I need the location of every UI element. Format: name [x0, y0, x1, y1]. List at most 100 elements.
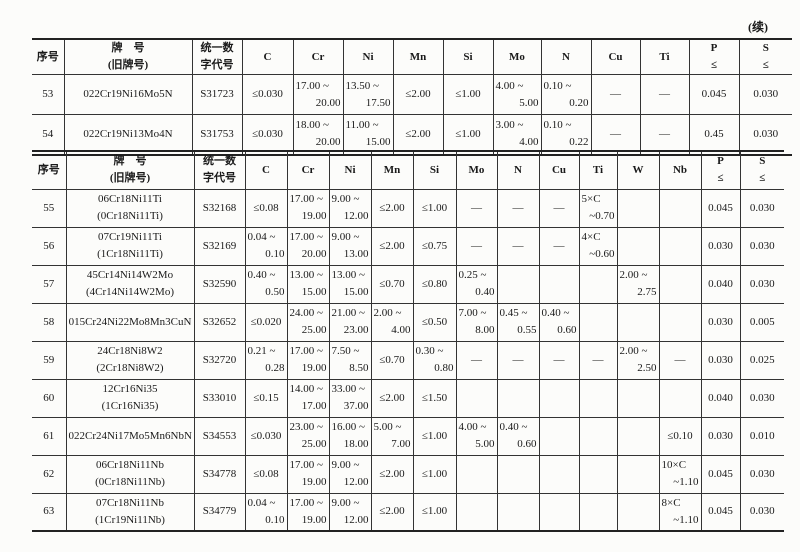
table-cell: [658, 378, 702, 418]
table-cell: 07Cr19Ni11Ti (1Cr18Ni11Ti): [65, 226, 195, 266]
cell-line: 0.04 ~: [247, 231, 276, 243]
table-cell: ≤0.030: [244, 416, 288, 456]
table-cell: 24.00 ~ 25.00: [286, 302, 330, 342]
column-header: Mn: [392, 38, 444, 75]
table-cell: 21.00 ~ 23.00: [328, 302, 372, 342]
column-header: N: [496, 150, 540, 190]
table-cell: [578, 302, 618, 342]
cell-line: 0.50: [265, 286, 285, 298]
cell-line: 牌 号: [111, 42, 145, 54]
table-cell: 0.030: [739, 188, 784, 228]
cell-line: 4.00 ~: [495, 79, 524, 92]
cell-line: 5.00 ~: [373, 421, 402, 433]
cell-line: 17.00 ~: [289, 345, 323, 357]
column-header: Ni: [342, 38, 394, 75]
cell-line: 15.00: [301, 286, 327, 298]
table-row: 61 022Cr24Ni17Mo5Mn6NbN S34553 ≤0.030 23.00 …: [32, 416, 784, 456]
cell-line: 17.00 ~: [289, 231, 323, 243]
table-cell: ≤0.030: [241, 114, 294, 155]
cell-line: 37.00: [343, 400, 369, 412]
column-header: W: [616, 150, 660, 190]
table-cell: 0.045: [700, 454, 741, 494]
table-2-body: 序号牌 号 (旧牌号) 统一数 字代号 C Cr Ni Mn Si Mo N Cu Ti W Nb P ≤ S ≤5…: [32, 150, 784, 532]
cell-line: P: [717, 155, 724, 168]
cell-line: 07Cr19Ni11Ti: [98, 231, 162, 243]
cell-line: 牌 号: [113, 155, 147, 168]
cell-line: (4Cr14Ni14W2Mo): [86, 286, 174, 298]
table-cell: 0.025: [739, 340, 784, 380]
column-header: Ti: [578, 150, 618, 190]
table-cell: 0.030: [700, 340, 741, 380]
table-cell: ≤0.030: [241, 74, 294, 115]
table-cell: 17.00 ~ 19.00: [286, 340, 330, 380]
table-cell: 015Cr24Ni22Mo8Mn3CuN: [65, 302, 195, 342]
table-cell: —: [639, 114, 690, 155]
table-row: 56 07Cr19Ni11Ti (1Cr18Ni11Ti) S32169 0.04 ~0…: [32, 226, 784, 266]
table-1-body: 序号牌 号 (旧牌号) 统一数 字代号 C Cr Ni Mn Si Mo N Cu Ti P ≤ S ≤53 02…: [32, 38, 792, 155]
table-cell: 07Cr18Ni11Nb (1Cr19Ni11Nb): [65, 492, 195, 532]
table-cell: —: [590, 74, 641, 115]
cell-line: 17.00: [301, 400, 327, 412]
column-header: Mo: [492, 38, 542, 75]
column-header: 统一数 字代号: [193, 150, 246, 190]
cell-line: 07Cr18Ni11Nb: [95, 496, 165, 509]
cell-line: 0.25 ~: [458, 269, 487, 281]
table-cell: 06Cr18Ni11Nb (0Cr18Ni11Nb): [65, 454, 195, 494]
column-header: P ≤: [700, 150, 741, 190]
table-cell: 0.10 ~ 0.20: [540, 74, 592, 115]
table-cell: 13.50 ~ 17.50: [342, 74, 394, 115]
table-cell: S34553: [193, 416, 246, 456]
cell-line: 24.00 ~: [289, 307, 323, 319]
table-cell: 3.00 ~ 4.00: [492, 114, 542, 155]
table-cell: 0.030: [700, 226, 741, 266]
table-cell: 23.00 ~ 25.00: [286, 416, 330, 456]
table-cell: ≤1.00: [412, 416, 457, 456]
table-cell: ≤0.08: [244, 188, 288, 228]
column-header: Ti: [639, 38, 690, 75]
cell-line: 0.22: [569, 136, 589, 149]
table-row: 58 015Cr24Ni22Mo8Mn3CuN S32652 ≤0.020 24.00 …: [32, 302, 784, 342]
cell-line: P: [710, 42, 718, 54]
table-cell: ≤2.00: [370, 454, 414, 494]
table-cell: 33.00 ~ 37.00: [328, 378, 372, 418]
cell-line: 0.40 ~: [247, 269, 276, 281]
cell-line: ~0.70: [589, 210, 615, 222]
cell-line: 20.00: [315, 136, 341, 149]
table-cell: [616, 302, 660, 342]
table-cell: [658, 226, 702, 266]
cell-line: 17.50: [365, 96, 391, 109]
table-cell: [496, 264, 540, 304]
cell-line: 0.10 ~: [543, 119, 572, 132]
table-cell: 5×C ~0.70: [578, 188, 618, 228]
cell-line: 7.50 ~: [331, 345, 360, 357]
table-cell: 58: [32, 302, 67, 342]
cell-line: 12.00: [343, 513, 369, 526]
header-row: 序号牌 号 (旧牌号) 统一数 字代号 C Cr Ni Mn Si Mo N Cu Ti P ≤ S ≤: [32, 38, 792, 75]
table-cell: [538, 416, 580, 456]
table-cell: 14.00 ~ 17.00: [286, 378, 330, 418]
cell-line: 21.00 ~: [331, 307, 365, 319]
table-cell: ≤1.00: [442, 74, 494, 115]
table-cell: [455, 492, 498, 532]
table-cell: ≤2.00: [370, 492, 414, 532]
column-header: 统一数 字代号: [191, 38, 243, 75]
table-cell: [538, 454, 580, 494]
cell-line: 19.00: [301, 513, 327, 526]
cell-line: 0.55: [517, 324, 537, 336]
table-cell: 022Cr24Ni17Mo5Mn6NbN: [65, 416, 195, 456]
cell-line: 5.00: [475, 438, 495, 450]
cell-line: 9.00 ~: [331, 231, 360, 243]
table-cell: [658, 302, 702, 342]
cell-line: 10×C: [661, 459, 687, 471]
column-header: Nb: [658, 150, 702, 190]
table-cell: 0.10 ~ 0.22: [540, 114, 592, 155]
cell-line: 0.21 ~: [247, 345, 276, 357]
table-cell: ≤1.00: [412, 454, 457, 494]
table-cell: 17.00 ~ 19.00: [286, 188, 330, 228]
cell-line: ≤: [710, 59, 718, 71]
table-cell: ≤0.020: [244, 302, 288, 342]
cell-line: 0.10 ~: [543, 79, 572, 92]
cell-line: 06Cr18Ni11Nb: [95, 459, 165, 471]
cell-line: 4.00: [519, 136, 539, 149]
table-cell: ≤0.15: [244, 378, 288, 418]
